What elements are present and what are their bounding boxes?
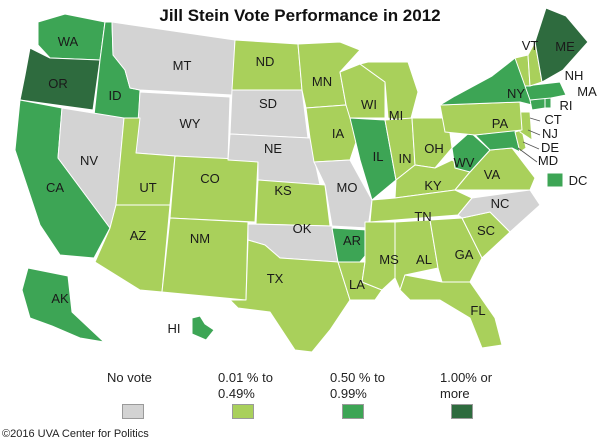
state-dc xyxy=(546,172,564,188)
state-il xyxy=(349,117,397,201)
state-label-or: OR xyxy=(48,76,68,91)
state-label-ct: CT xyxy=(544,112,561,127)
state-label-mo: MO xyxy=(337,180,358,195)
state-label-tx: TX xyxy=(267,271,284,286)
state-label-mt: MT xyxy=(173,58,192,73)
state-label-nv: NV xyxy=(80,153,98,168)
state-label-wa: WA xyxy=(58,34,79,49)
state-label-ms: MS xyxy=(379,252,399,267)
state-label-sc: SC xyxy=(477,223,495,238)
state-label-ar: AR xyxy=(343,233,361,248)
state-co xyxy=(169,155,259,223)
state-label-ma: MA xyxy=(577,84,597,99)
legend-label-no-vote: No vote xyxy=(107,370,152,385)
state-label-dc: DC xyxy=(569,173,588,188)
state-label-ia: IA xyxy=(332,126,345,141)
state-label-wi: WI xyxy=(361,97,377,112)
state-or xyxy=(19,47,101,111)
state-label-va: VA xyxy=(484,167,501,182)
state-hi xyxy=(191,315,215,341)
legend-label-high: 1.00% or more xyxy=(440,370,493,401)
state-pa xyxy=(439,101,523,136)
state-ma xyxy=(524,81,567,101)
state-label-ut: UT xyxy=(139,180,156,195)
state-label-ny: NY xyxy=(507,86,525,101)
state-label-in: IN xyxy=(399,151,412,166)
state-label-ok: OK xyxy=(293,221,312,236)
state-label-id: ID xyxy=(109,88,122,103)
state-label-mn: MN xyxy=(312,74,332,89)
legend-label-mid: 0.50 % to 0.99% xyxy=(330,370,385,401)
state-label-ky: KY xyxy=(424,178,442,193)
legend-swatch-low xyxy=(232,404,254,419)
state-label-mi: MI xyxy=(389,108,403,123)
state-label-co: CO xyxy=(200,171,220,186)
state-label-md: MD xyxy=(538,153,558,168)
state-label-nj: NJ xyxy=(542,126,558,141)
state-label-wy: WY xyxy=(180,116,201,131)
state-label-oh: OH xyxy=(424,141,444,156)
state-label-fl: FL xyxy=(470,303,485,318)
state-me xyxy=(534,7,589,83)
legend-label-low: 0.01 % to 0.49% xyxy=(218,370,273,401)
legend-swatch-no-vote xyxy=(122,404,144,419)
state-label-nh: NH xyxy=(565,68,584,83)
state-tx xyxy=(229,239,351,353)
state-label-ks: KS xyxy=(274,183,292,198)
legend-swatch-mid xyxy=(342,404,364,419)
state-label-nd: ND xyxy=(256,54,275,69)
state-label-ne: NE xyxy=(264,141,282,156)
state-label-la: LA xyxy=(349,277,365,292)
state-label-de: DE xyxy=(541,140,559,155)
state-label-ak: AK xyxy=(51,291,69,306)
state-label-ca: CA xyxy=(46,180,64,195)
state-label-nc: NC xyxy=(491,196,510,211)
state-ks xyxy=(255,179,331,227)
state-label-sd: SD xyxy=(259,96,277,111)
state-label-vt: VT xyxy=(522,38,539,53)
state-label-al: AL xyxy=(416,252,432,267)
state-label-nm: NM xyxy=(190,231,210,246)
state-fl xyxy=(399,274,503,349)
state-nc xyxy=(457,189,541,233)
state-label-ga: GA xyxy=(455,247,474,262)
state-label-az: AZ xyxy=(130,228,147,243)
state-label-tn: TN xyxy=(414,209,431,224)
state-ak xyxy=(21,267,105,343)
state-ri xyxy=(544,97,552,109)
state-label-me: ME xyxy=(555,39,575,54)
state-label-ri: RI xyxy=(560,98,573,113)
state-az xyxy=(94,204,171,293)
legend-swatch-high xyxy=(451,404,473,419)
state-label-wv: WV xyxy=(454,155,475,170)
credit-line: ©2016 UVA Center for Politics xyxy=(2,428,149,440)
state-label-il: IL xyxy=(373,149,384,164)
state-label-pa: PA xyxy=(492,116,509,131)
map-title: Jill Stein Vote Performance in 2012 xyxy=(159,6,441,25)
state-label-hi: HI xyxy=(168,321,181,336)
